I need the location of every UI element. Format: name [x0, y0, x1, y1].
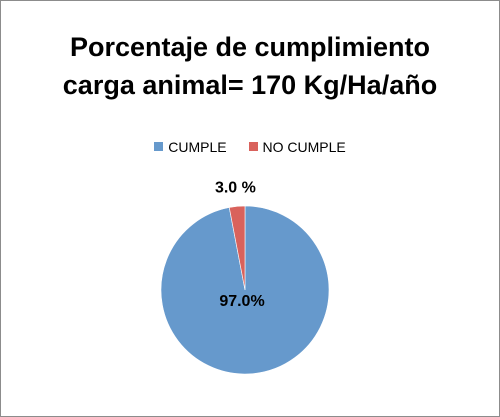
pie-slice-no-cumple	[228, 205, 246, 291]
legend-swatch-cumple	[154, 142, 164, 151]
chart-title: Porcentaje de cumplimiento carga animal=…	[0, 28, 500, 104]
legend-item-cumple: CUMPLE	[154, 138, 227, 155]
data-label-no-cumple: 3.0 %	[215, 179, 256, 196]
legend-swatch-no-cumple	[248, 142, 258, 151]
legend-label-cumple: CUMPLE	[168, 138, 227, 155]
legend-label-no-cumple: NO CUMPLE	[262, 138, 346, 155]
legend-item-no-cumple: NO CUMPLE	[248, 138, 346, 155]
chart-title-line-1: Porcentaje de cumplimiento	[69, 32, 431, 62]
data-label-cumple: 97.0%	[219, 293, 264, 310]
chart-title-line-2: carga animal= 170 Kg/Ha/año	[62, 70, 438, 100]
chart-legend: CUMPLE NO CUMPLE	[0, 138, 500, 155]
